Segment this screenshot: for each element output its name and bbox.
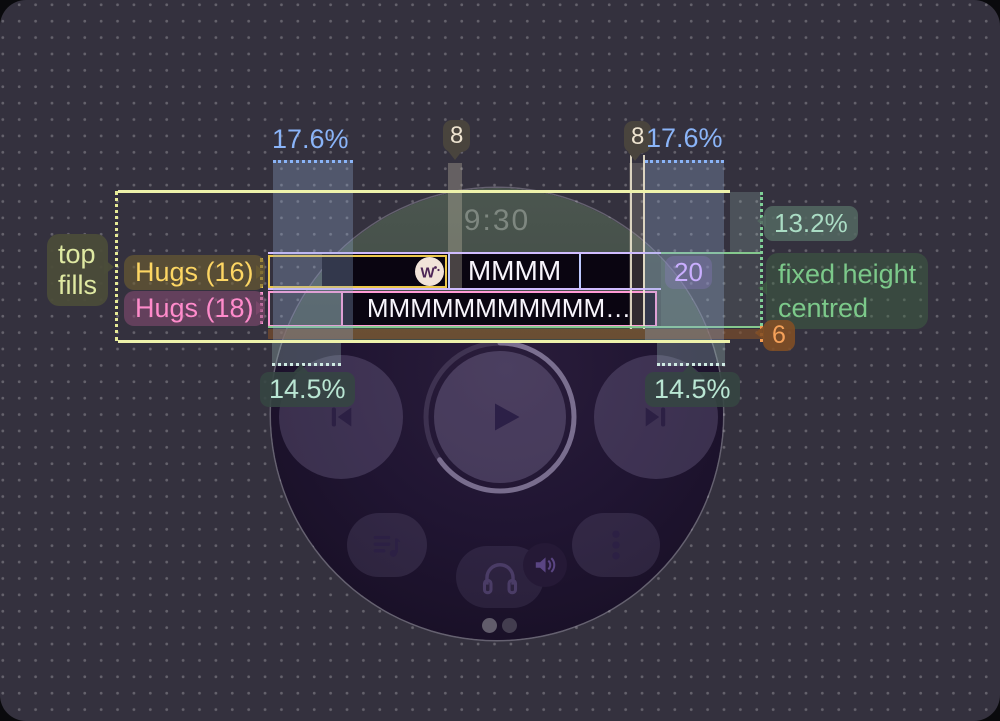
gap-guide-line (630, 155, 632, 329)
title-row-backdrop (322, 253, 643, 289)
row-end-inset-badge: 20 (665, 256, 712, 289)
icon-hug-outline (268, 255, 447, 288)
more-options-button[interactable] (572, 513, 660, 577)
skip-previous-icon (331, 407, 352, 427)
margin-column-top-left (273, 160, 353, 341)
queue-music-icon (373, 535, 401, 557)
badge-pointer (104, 259, 114, 275)
margin-top-right-label: 17.6% (646, 123, 723, 153)
time-region-height-badge: 13.2% (764, 206, 858, 241)
container-guide-bottom (118, 340, 730, 343)
margin-column-bottom-right (657, 342, 725, 366)
subtitle-gap-badge: 6 (763, 320, 795, 351)
page-indicator-dot-active (482, 618, 497, 633)
container-guide-top (118, 190, 730, 193)
skip-next-icon (645, 407, 666, 427)
play-button[interactable] (434, 351, 566, 483)
gap-guide-line (642, 155, 645, 329)
margin-column-top-right (645, 160, 724, 341)
fixed-height-region-highlight (661, 252, 761, 326)
container-behavior-note: top fills (47, 234, 108, 306)
volume-badge (523, 543, 567, 587)
fixed-height-note-line2: centred (778, 293, 869, 323)
badge-pointer (757, 214, 766, 228)
end-gap-badge: 8 (624, 121, 652, 153)
fixed-height-note-line1: fixed height (778, 259, 917, 289)
fixed-region-guide-top (661, 251, 762, 254)
headphones-icon (482, 563, 518, 595)
badge-pointer (293, 364, 309, 373)
badge-pointer (755, 326, 764, 340)
subtitle-gap-bar (268, 329, 762, 339)
title-end-gap-bar (629, 163, 645, 329)
more-vertical-icon (612, 530, 620, 560)
queue-button[interactable] (347, 513, 427, 577)
page-indicator-dot (502, 618, 517, 633)
margin-column-bottom-left (272, 342, 341, 366)
badge-pointer (628, 152, 642, 161)
container-behavior-line1: top (58, 239, 96, 269)
fixed-region-guide-bottom (268, 325, 762, 328)
row-guide-purple-bottom (268, 288, 661, 290)
margin-bottom-left-badge: 14.5% (260, 372, 355, 407)
container-behavior-line2: fills (58, 270, 97, 300)
badge-pointer (682, 364, 698, 373)
time-region-highlight (730, 192, 761, 252)
icon-gap-badge: 8 (443, 120, 471, 152)
fixed-region-dotted-edge (759, 192, 763, 326)
svg-text:W: W (420, 264, 435, 281)
track-subtitle: MMMMMMMMMMM… (341, 292, 655, 325)
w-logo-icon: W (420, 264, 440, 281)
badge-pointer (256, 265, 265, 279)
media-app-icon[interactable]: W (415, 257, 444, 286)
badge-pointer (448, 151, 462, 160)
play-icon (495, 403, 520, 431)
subtitle-row-sizing-badge: Hugs (18) (124, 291, 265, 326)
status-time: 9:30 (463, 204, 531, 237)
progress-ring (423, 340, 577, 494)
title-row-sizing-badge: Hugs (16) (124, 255, 265, 290)
margin-top-left-label: 17.6% (272, 124, 349, 154)
badge-pointer (758, 281, 767, 295)
margin-bottom-right-badge: 14.5% (645, 372, 740, 407)
badge-pointer (256, 301, 265, 315)
row-guide-purple-top (268, 251, 661, 254)
volume-up-icon (535, 557, 556, 573)
fixed-height-note: fixed height centred (766, 253, 929, 329)
icon-title-gap-bar (448, 163, 462, 290)
track-title: MMMM (448, 251, 581, 290)
container-guide-left-dotted (114, 191, 118, 341)
